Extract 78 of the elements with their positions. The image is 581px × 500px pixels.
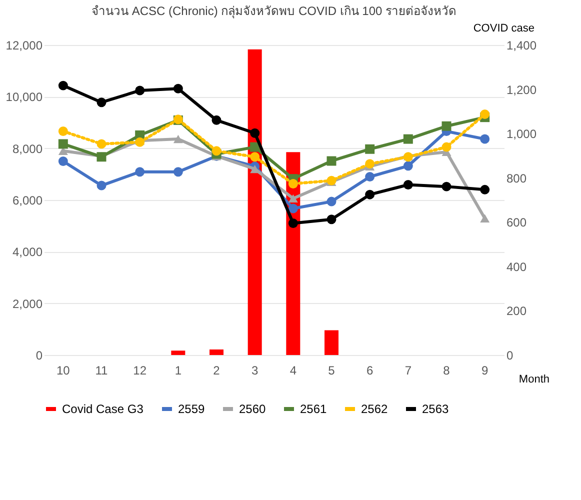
x-tick-label: 5 [328, 364, 336, 378]
bar [248, 49, 262, 355]
point [442, 142, 452, 152]
point [288, 178, 298, 188]
point [250, 142, 260, 152]
point [480, 214, 490, 222]
legend-label: 2562 [361, 402, 388, 416]
legend-label: 2560 [239, 402, 266, 416]
bar [324, 330, 338, 355]
y-tick-label: 0 [36, 348, 43, 362]
x-tick-label: 3 [251, 364, 258, 378]
point [173, 167, 183, 177]
chart-title: จำนวน ACSC (Chronic) กลุ่มจังหวัดพบ COVID เกิน 100 รายต่อจังหวัด [91, 4, 457, 19]
point [212, 115, 222, 125]
y2-tick-label: 1,000 [506, 127, 537, 142]
point [96, 180, 106, 190]
point [442, 121, 452, 131]
y-tick-label: 10,000 [6, 90, 43, 104]
x-tick-label: 10 [56, 364, 70, 378]
legend-label: 2563 [422, 402, 450, 416]
point [403, 134, 413, 144]
point [58, 139, 68, 149]
point [250, 128, 260, 138]
x-tick-label: 8 [443, 364, 450, 378]
point [480, 134, 490, 144]
y-tick-label: 2,000 [12, 296, 43, 311]
y2-tick-label: 1,200 [506, 82, 537, 97]
y-tick-label: 4,000 [12, 245, 43, 260]
y-tick-label: 8,000 [12, 142, 43, 156]
point [326, 196, 336, 206]
legend-label: 2559 [178, 402, 206, 416]
point [480, 184, 490, 194]
point [173, 84, 183, 94]
x-tick-label: 7 [404, 364, 412, 378]
point [96, 98, 106, 108]
bar [171, 350, 186, 355]
y2-tick-label: 400 [506, 260, 527, 274]
point [212, 146, 222, 156]
point [288, 194, 298, 203]
y2-tick-label: 200 [506, 304, 527, 318]
y2-tick-label: 0 [506, 348, 514, 362]
point [58, 80, 68, 90]
y2-tick-label: 800 [506, 171, 527, 186]
point [135, 86, 145, 96]
legend-label: Covid Case G3 [62, 402, 144, 416]
point [173, 134, 183, 144]
point [288, 218, 298, 228]
y2-axis-title: COVID case [473, 22, 534, 34]
x-tick-label: 2 [213, 364, 220, 378]
point [480, 110, 490, 119]
point [326, 156, 336, 166]
point [365, 172, 375, 182]
x-axis-title: Month [518, 374, 550, 386]
point [250, 152, 260, 162]
point [96, 139, 106, 149]
point [365, 190, 375, 200]
x-tick-label: 1 [174, 364, 182, 378]
y2-tick-label: 1,400 [506, 38, 537, 52]
x-tick-label: 11 [95, 364, 108, 378]
point [58, 126, 68, 136]
y-tick-label: 12,000 [6, 38, 43, 52]
point [403, 180, 413, 190]
y-tick-label: 6,000 [12, 194, 43, 208]
x-tick-label: 6 [366, 364, 374, 378]
legend-label: 2561 [300, 402, 328, 416]
bar [210, 349, 224, 355]
point [442, 182, 452, 192]
x-tick-label: 12 [133, 364, 147, 378]
point [365, 159, 375, 169]
x-tick-label: 9 [481, 364, 488, 378]
y2-tick-label: 600 [506, 216, 527, 230]
point [403, 161, 413, 171]
point [58, 156, 68, 166]
point [135, 167, 145, 177]
point [288, 204, 298, 214]
x-tick-label: 4 [290, 364, 297, 378]
point [326, 214, 336, 224]
point [365, 144, 375, 154]
